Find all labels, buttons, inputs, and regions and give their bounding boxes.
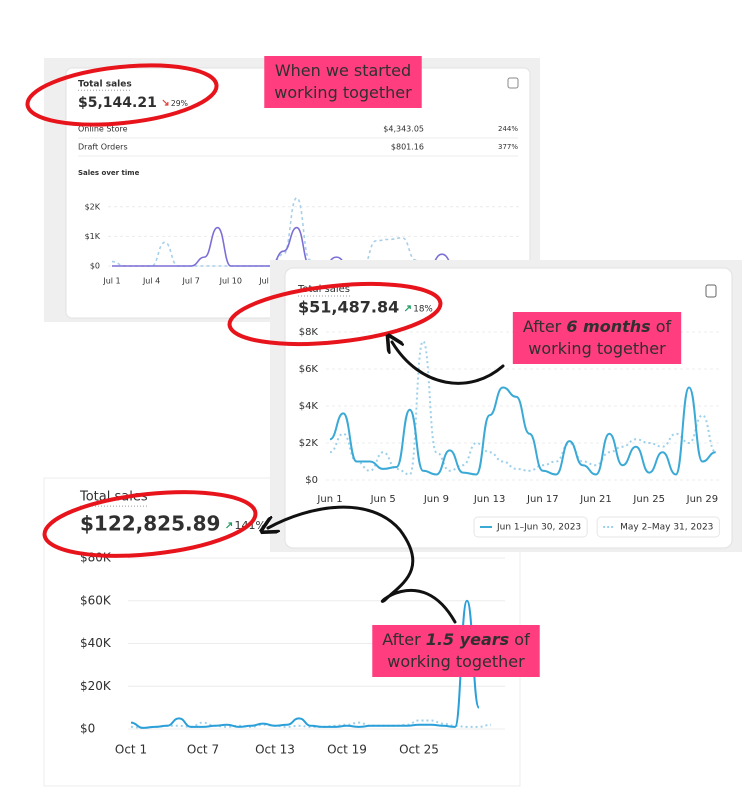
x-tick-label: Jun 29: [686, 494, 719, 505]
legend-label: May 2–May 31, 2023: [620, 523, 713, 533]
callout-text: When we started: [275, 61, 411, 80]
callout-segment: After: [523, 317, 567, 336]
callout-text: working together: [387, 652, 525, 671]
y-tick-label: $0: [305, 475, 318, 486]
source-change: 244%: [498, 125, 518, 133]
x-tick-label: Oct 25: [399, 743, 439, 757]
total-value: $5,144.21: [78, 95, 157, 111]
total-value: $122,825.89: [80, 512, 220, 536]
callout-box: [372, 625, 540, 677]
change-value: 29%: [171, 99, 188, 108]
source-change: 377%: [498, 143, 518, 151]
icon: [705, 284, 717, 298]
y-tick-label: $2K: [85, 202, 101, 211]
callout-segment: of: [651, 317, 672, 336]
change-arrow: [226, 522, 233, 529]
x-tick-label: Jul 1: [102, 277, 120, 286]
callout-segment: working together: [528, 339, 666, 358]
legend-label: Jun 1–Jun 30, 2023: [496, 523, 581, 533]
arrow: [392, 342, 505, 385]
callout-text: working together: [528, 339, 666, 358]
y-tick-label: $6K: [299, 364, 319, 375]
y-tick-label: $60K: [80, 593, 112, 607]
callout: After 6 months of working together: [512, 312, 682, 364]
icon: [507, 77, 519, 89]
callout-text: After 6 months of: [523, 317, 672, 336]
series-line: [329, 386, 716, 476]
y-tick-label: $2K: [299, 438, 319, 449]
source-value: $801.16: [391, 143, 424, 152]
x-tick-label: Oct 7: [187, 743, 219, 757]
highlight-ellipse: [227, 282, 443, 346]
x-tick-label: Jul 7: [182, 277, 200, 286]
callout-text: After 1.5 years of: [382, 630, 530, 649]
x-tick-label: Jun 17: [526, 494, 559, 505]
x-tick-label: Oct 19: [327, 743, 367, 757]
callout-box: [512, 312, 682, 364]
callout-segment: 1.5 years: [426, 630, 509, 649]
arrows: [268, 342, 505, 624]
chart-subtitle: Sales over time: [78, 169, 140, 177]
series-line: [329, 340, 717, 476]
card-title: Total sales: [79, 490, 148, 505]
callout: When we started working together: [264, 56, 422, 108]
legend-box: [473, 516, 588, 538]
x-tick-label: Jun 25: [632, 494, 665, 505]
card-title: Total sales: [297, 284, 350, 295]
x-tick-label: Oct 13: [255, 743, 295, 757]
y-tick-label: $0: [80, 722, 95, 736]
x-tick-label: Jul 4: [142, 277, 160, 286]
callout: After 1.5 years of working together: [372, 625, 540, 677]
y-tick-label: $0: [90, 262, 100, 271]
x-tick-label: Jun 1: [316, 494, 342, 505]
callout-text: working together: [274, 83, 412, 102]
x-tick-label: Jul 10: [219, 277, 242, 286]
change-arrow: [404, 305, 411, 312]
source-value: $4,343.05: [383, 125, 424, 134]
highlight-ellipse: [25, 63, 219, 127]
series-line: [130, 599, 480, 729]
change-arrow: [162, 99, 169, 106]
y-tick-label: $20K: [80, 679, 112, 693]
y-tick-label: $40K: [80, 636, 112, 650]
callout-segment: 6 months: [566, 317, 650, 336]
callout-segment: working together: [274, 83, 412, 102]
callout-segment: After: [382, 630, 426, 649]
source-name: Draft Orders: [78, 143, 128, 152]
card-title: Total sales: [78, 80, 132, 90]
x-tick-label: Jun 13: [473, 494, 506, 505]
y-tick-label: $1K: [85, 232, 101, 241]
x-tick-label: Jun 21: [579, 494, 612, 505]
total-value: $51,487.84: [298, 298, 399, 317]
callout-box: [264, 56, 422, 108]
change-value: 18%: [413, 305, 433, 315]
callout-segment: of: [509, 630, 530, 649]
source-name: Online Store: [78, 125, 128, 134]
y-tick-label: $8K: [299, 327, 319, 338]
y-tick-label: $4K: [299, 401, 319, 412]
highlight-ellipse: [42, 490, 258, 558]
highlights: [25, 63, 443, 558]
x-tick-label: Jun 5: [370, 494, 396, 505]
x-tick-label: Jul 13: [258, 277, 281, 286]
arrow: [268, 505, 457, 624]
callout-segment: working together: [387, 652, 525, 671]
legend-box: [596, 516, 720, 538]
x-tick-label: Oct 1: [115, 743, 147, 757]
x-tick-label: Jun 9: [423, 494, 449, 505]
callout-segment: When we started: [275, 61, 411, 80]
